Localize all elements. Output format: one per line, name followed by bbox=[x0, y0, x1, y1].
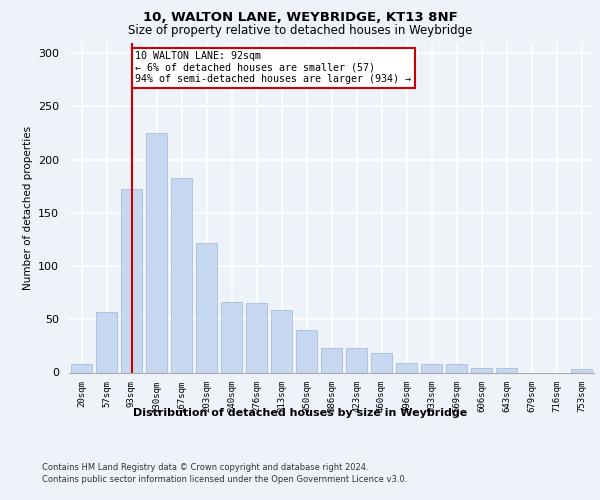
Text: Distribution of detached houses by size in Weybridge: Distribution of detached houses by size … bbox=[133, 408, 467, 418]
Bar bbox=[271, 310, 292, 372]
Text: Contains HM Land Registry data © Crown copyright and database right 2024.: Contains HM Land Registry data © Crown c… bbox=[42, 462, 368, 471]
Bar bbox=[221, 302, 242, 372]
Bar bbox=[296, 330, 317, 372]
Bar bbox=[421, 364, 442, 372]
Y-axis label: Number of detached properties: Number of detached properties bbox=[23, 126, 32, 290]
Bar bbox=[396, 363, 417, 372]
Bar bbox=[246, 304, 267, 372]
Bar bbox=[71, 364, 92, 372]
Bar bbox=[196, 242, 217, 372]
Text: 10, WALTON LANE, WEYBRIDGE, KT13 8NF: 10, WALTON LANE, WEYBRIDGE, KT13 8NF bbox=[143, 11, 457, 24]
Bar bbox=[346, 348, 367, 372]
Bar bbox=[471, 368, 492, 372]
Bar bbox=[171, 178, 192, 372]
Bar bbox=[371, 354, 392, 372]
Bar bbox=[96, 312, 117, 372]
Bar bbox=[321, 348, 342, 372]
Bar bbox=[496, 368, 517, 372]
Bar bbox=[446, 364, 467, 372]
Bar bbox=[146, 133, 167, 372]
Text: Contains public sector information licensed under the Open Government Licence v3: Contains public sector information licen… bbox=[42, 475, 407, 484]
Bar bbox=[121, 190, 142, 372]
Text: Size of property relative to detached houses in Weybridge: Size of property relative to detached ho… bbox=[128, 24, 472, 37]
Bar bbox=[571, 370, 592, 372]
Text: 10 WALTON LANE: 92sqm
← 6% of detached houses are smaller (57)
94% of semi-detac: 10 WALTON LANE: 92sqm ← 6% of detached h… bbox=[135, 51, 411, 84]
